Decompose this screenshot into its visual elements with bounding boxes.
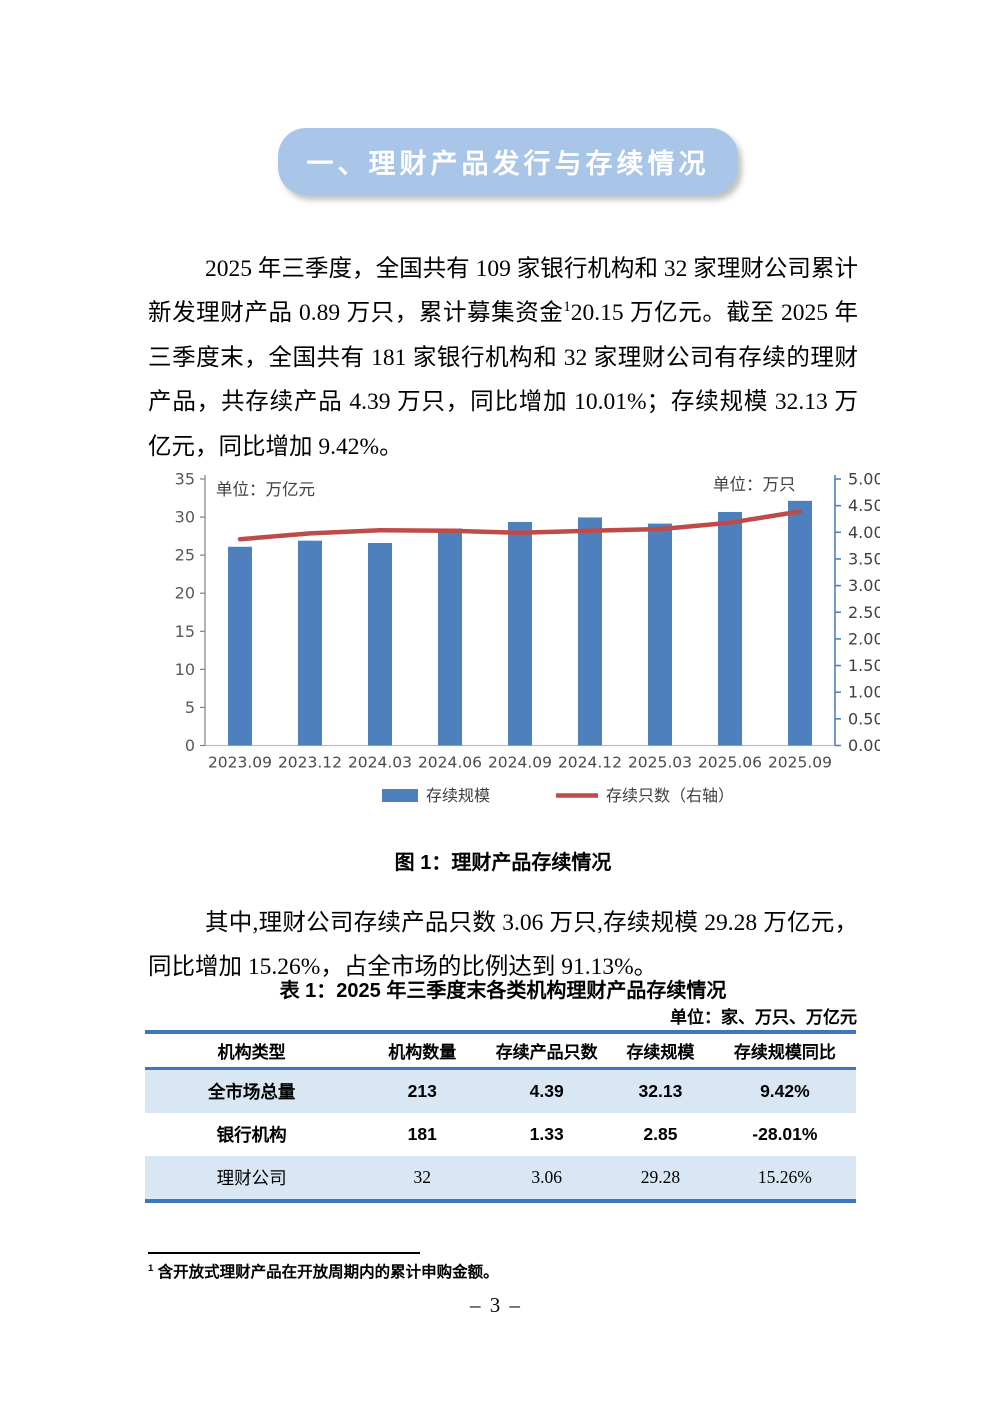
svg-text:2023.09: 2023.09	[208, 754, 272, 772]
x-axis-labels: 2023.09 2023.12 2024.03 2024.06 2024.09 2024.…	[208, 754, 832, 772]
svg-text:2025.09: 2025.09	[768, 754, 832, 772]
table-cell: 9.42%	[760, 1081, 810, 1101]
table-cell: 银行机构	[216, 1125, 287, 1145]
table-header-cell: 存续产品只数	[486, 1032, 608, 1070]
table-cell: 213	[407, 1081, 437, 1101]
figure-chart-container: 0 5 10 15 20 25 30 35 0.00 0.50 1.00 1.50 2.00 2.50 3.…	[160, 468, 884, 830]
table-cell: 2.85	[643, 1124, 678, 1144]
svg-text:20: 20	[175, 584, 195, 603]
figure-caption: 图 1：理财产品存续情况	[394, 852, 612, 874]
table-cell: 1.33	[529, 1124, 564, 1144]
table-cell: 4.39	[529, 1081, 564, 1101]
svg-text:5: 5	[185, 698, 195, 717]
svg-text:4.50: 4.50	[848, 496, 880, 515]
bar	[438, 528, 462, 746]
footnote-text: 含开放式理财产品在开放周期内的累计申购金额。	[153, 1264, 499, 1281]
svg-text:2024.09: 2024.09	[488, 754, 552, 772]
left-axis: 0 5 10 15 20 25 30 35	[175, 470, 206, 755]
line-series	[237, 509, 803, 542]
table-header-row: 机构类型 机构数量 存续产品只数 存续规模 存续规模同比	[145, 1032, 856, 1070]
svg-text:2.00: 2.00	[848, 629, 880, 648]
table-cell: 3.06	[531, 1167, 562, 1187]
svg-text:35: 35	[175, 470, 195, 489]
page-number: – 3 –	[470, 1293, 522, 1317]
svg-text:30: 30	[175, 508, 195, 527]
bar	[718, 511, 742, 746]
svg-text:3.50: 3.50	[848, 549, 880, 568]
table-row: 理财公司 32 3.06 29.28 15.26%	[145, 1156, 856, 1201]
bar	[508, 521, 532, 746]
svg-text:25: 25	[175, 546, 195, 565]
svg-text:0.50: 0.50	[848, 709, 880, 728]
table-header: 机构类型 机构数量 存续产品只数 存续规模 存续规模同比	[145, 1032, 856, 1070]
table-row: 银行机构 181 1.33 2.85 -28.01%	[145, 1113, 856, 1156]
svg-text:2023.12: 2023.12	[278, 754, 342, 772]
footnote-number: 1	[148, 1262, 154, 1274]
footnote-divider	[148, 1252, 420, 1254]
svg-text:10: 10	[175, 660, 195, 679]
bar-series	[228, 500, 812, 746]
table-cell: -28.01%	[752, 1124, 818, 1144]
table-body: 全市场总量 213 4.39 32.13 9.42% 银行机构 181 1.33 2.85 -28…	[145, 1068, 856, 1201]
bar	[578, 517, 602, 746]
svg-text:4.00: 4.00	[848, 523, 880, 542]
chart-legend: 存续规模 存续只数（右轴）	[382, 787, 734, 805]
svg-text:5.00: 5.00	[848, 470, 880, 489]
bar	[648, 523, 672, 746]
footnote: 1 含开放式理财产品在开放周期内的累计申购金额。	[148, 1260, 858, 1282]
svg-text:1.00: 1.00	[848, 683, 880, 702]
svg-text:1.50: 1.50	[848, 656, 880, 675]
svg-text:15: 15	[175, 622, 195, 641]
section-title: 一、理财产品发行与存续情况	[306, 149, 710, 179]
svg-text:2.50: 2.50	[848, 603, 880, 622]
table-unit-note: 单位：家、万只、万亿元	[670, 1008, 857, 1027]
paragraph-text-pre: 2025 年三季度，全国共有 109 家银行机构和 32 家理财公司累计新发理财…	[148, 255, 858, 327]
table-header-cell: 存续规模同比	[713, 1032, 856, 1070]
bar	[368, 542, 392, 746]
table-cell: 29.28	[640, 1167, 681, 1187]
svg-text:0.00: 0.00	[848, 736, 880, 755]
table-cell: 15.26%	[757, 1167, 812, 1187]
stats-table: 机构类型 机构数量 存续产品只数 存续规模 存续规模同比 全市场总量 213 4.39 32.…	[145, 1030, 856, 1203]
table-title: 表 1：2025 年三季度末各类机构理财产品存续情况	[279, 980, 727, 1002]
table-header-cell: 机构类型	[145, 1032, 359, 1070]
svg-text:0: 0	[185, 736, 195, 755]
svg-text:2025.06: 2025.06	[698, 754, 762, 772]
legend-line-label: 存续只数（右轴）	[606, 787, 734, 805]
svg-text:2024.03: 2024.03	[348, 754, 412, 772]
table-cell: 181	[407, 1124, 437, 1144]
section-banner: 一、理财产品发行与存续情况	[278, 128, 738, 195]
right-axis: 0.00 0.50 1.00 1.50 2.00 2.50 3.00 3.50 4.00 4.50…	[834, 470, 884, 755]
paragraph-text: 2025 年三季度，全国共有 109 家银行机构和 32 家理财公司累计新发理财…	[148, 256, 858, 460]
table-header-cell: 存续规模	[607, 1032, 714, 1070]
table-cell: 理财公司	[216, 1168, 287, 1188]
bar	[298, 540, 322, 746]
left-unit-label: 单位：万亿元	[216, 480, 315, 499]
footnote-marker: 1	[563, 299, 571, 316]
table-row: 全市场总量 213 4.39 32.13 9.42%	[145, 1068, 856, 1113]
svg-text:2024.12: 2024.12	[558, 754, 622, 772]
figure-chart: 0 5 10 15 20 25 30 35 0.00 0.50 1.00 1.50 2.00 2.50 3.…	[175, 470, 884, 806]
right-unit-label: 单位：万只	[713, 475, 796, 494]
svg-text:3.00: 3.00	[848, 576, 880, 595]
table-cell: 全市场总量	[207, 1082, 296, 1102]
legend-bar-swatch	[382, 789, 418, 802]
paragraph-overview: 2025 年三季度，全国共有 109 家银行机构和 32 家理财公司累计新发理财…	[148, 247, 858, 470]
bar	[228, 546, 252, 746]
table-cell: 32.13	[638, 1081, 683, 1101]
legend-bar-label: 存续规模	[426, 787, 490, 805]
bar	[788, 500, 812, 746]
table-header-cell: 机构数量	[358, 1032, 487, 1070]
svg-text:2024.06: 2024.06	[418, 754, 482, 772]
table-cell: 32	[413, 1167, 432, 1187]
paragraph-detail: 其中,理财公司存续产品只数 3.06 万只,存续规模 29.28 万亿元，同比增…	[148, 909, 858, 981]
svg-text:2025.03: 2025.03	[628, 754, 692, 772]
paragraph-text-post: 20.15 万亿元。截至 2025 年三季度末，全国共有 181 家银行机构和 …	[148, 300, 859, 460]
